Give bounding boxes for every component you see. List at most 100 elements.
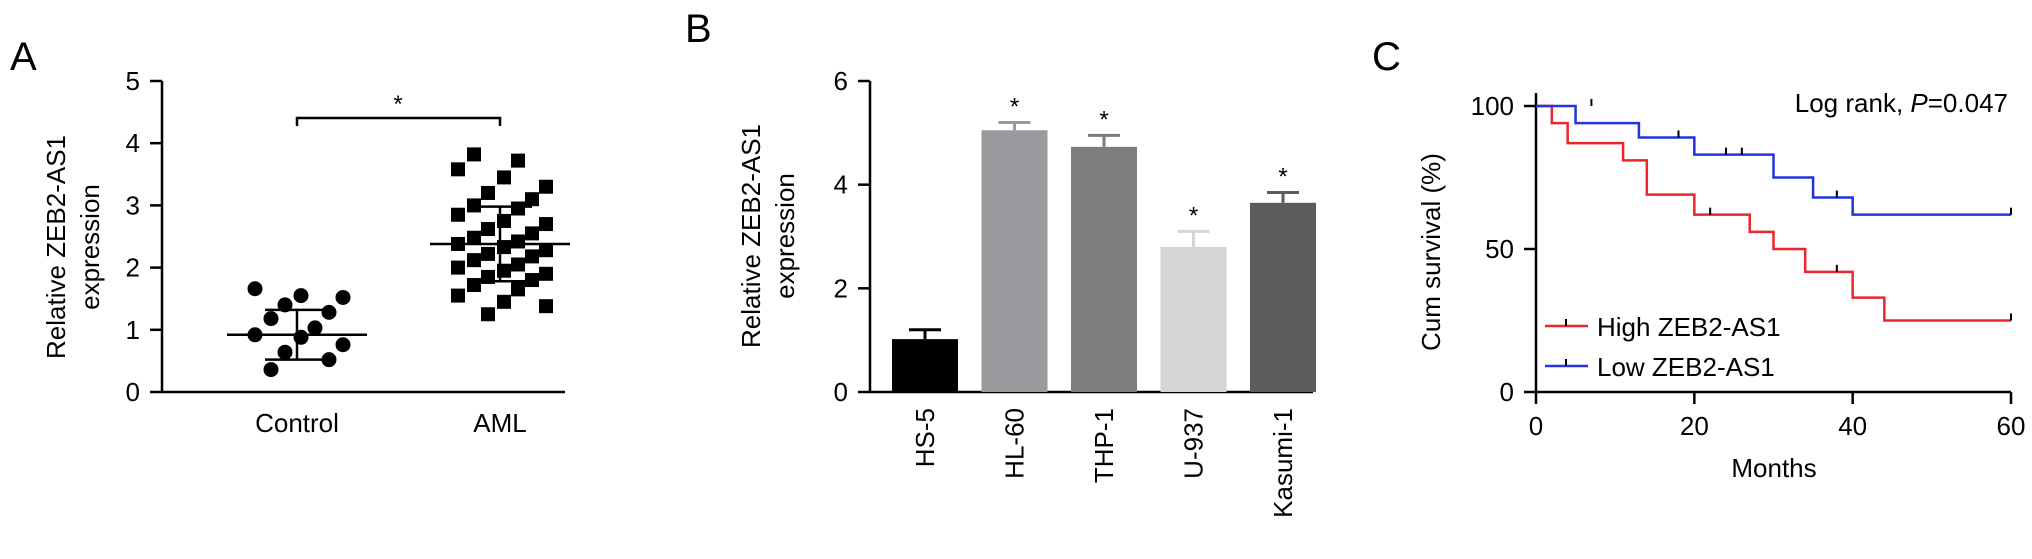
panel-a-aml-point-8 [511, 201, 525, 216]
panel-c-ytick-label-1: 50 [1485, 234, 1514, 264]
panel-a-control-point-10 [277, 344, 293, 360]
panel-a-aml-point-9 [451, 207, 465, 222]
panel-c-curve-high [1536, 104, 2011, 322]
panel-c-legend-label-low: Low ZEB2-AS1 [1597, 352, 1775, 382]
panel-a-ylabel-line2: expression [75, 184, 105, 310]
panel-c-xtick-label-0: 0 [1529, 411, 1543, 441]
panel-c-ylabel: Cum survival (%) [1416, 153, 1446, 351]
panel-a-significance-bracket: * [295, 91, 502, 126]
panel-b-category-hl-60: HL-60 [1000, 408, 1030, 479]
panel-a-ylabel-line1: Relative ZEB2-AS1 [41, 135, 71, 359]
panel-a-aml-point-31 [497, 294, 511, 309]
panel-c-logrank-annotation: Log rank, P=0.047 [1795, 88, 2008, 118]
panel-b-significance-u-937: * [1189, 202, 1198, 229]
panel-a-aml-point-15 [511, 234, 525, 249]
panel-c-legend: High ZEB2-AS1 Low ZEB2-AS1 [1545, 312, 1781, 382]
panel-b-letter: B [685, 7, 712, 51]
panel-a-aml-point-20 [525, 249, 539, 264]
panel-b-category-kasumi-1: Kasumi-1 [1268, 408, 1298, 518]
panel-b-ytick-label-2: 4 [834, 170, 848, 200]
panel-b-bar-thp-1 [1071, 146, 1137, 392]
panel-c-xtick-label-2: 40 [1838, 411, 1867, 441]
panel-a-aml-point-19 [481, 246, 495, 261]
panel-a-points [247, 147, 553, 378]
panel-a-aml-point-5 [481, 185, 495, 200]
panel-a-mean-sd [227, 205, 570, 361]
panel-b-bar-hl-60 [981, 130, 1048, 392]
panel-c-survival-curves [1536, 99, 2012, 322]
panel-b-significance-kasumi-1: * [1278, 163, 1287, 190]
panel-a-control-point-1 [293, 288, 309, 304]
panel-c: C Cum survival (%) 0 50 100 0 20 40 60 Months… [1372, 35, 2025, 483]
panel-a-aml-point-23 [451, 260, 465, 275]
panel-a-ytick-label-3: 3 [126, 190, 140, 220]
panel-a-aml-point-1 [511, 153, 525, 168]
panel-b-ytick-label-3: 6 [834, 66, 848, 96]
panel-a-control-point-12 [263, 362, 279, 378]
panel-a-letter: A [10, 35, 37, 79]
panel-a-control-point-9 [335, 337, 351, 353]
logrank-p-value: =0.047 [1928, 88, 2008, 118]
panel-a-ytick-label-4: 4 [126, 128, 140, 158]
panel-b-category-hs-5: HS-5 [910, 408, 940, 467]
panel-a-category-aml: AML [473, 408, 526, 438]
panel-a-aml-point-4 [539, 179, 553, 194]
panel-b-ytick-label-0: 0 [834, 377, 848, 407]
logrank-prefix: Log rank, [1795, 88, 1911, 118]
panel-b-significance-hl-60: * [1010, 93, 1019, 120]
panel-a-control-point-6 [307, 320, 323, 336]
panel-b-significance-thp-1: * [1099, 106, 1108, 133]
panel-a-aml-point-22 [511, 257, 525, 272]
panel-a-aml-point-18 [539, 243, 553, 258]
panel-a-aml-point-33 [481, 307, 495, 322]
panel-a-aml-point-32 [539, 299, 553, 314]
panel-c-x-ticks: 0 20 40 60 [1529, 392, 2026, 441]
panel-b-ylabel: Relative ZEB2-AS1 expression [736, 124, 800, 348]
panel-a-ytick-label-0: 0 [126, 377, 140, 407]
panel-a-bracket-line [295, 116, 502, 126]
panel-a-aml-point-14 [467, 230, 481, 245]
panel-a-control-point-5 [263, 311, 279, 327]
panel-a-aml-point-25 [539, 266, 553, 281]
panel-a-aml-point-11 [539, 217, 553, 232]
panel-b-bar-hs-5 [892, 339, 958, 392]
panel-c-xlabel: Months [1731, 453, 1816, 483]
panel-a-aml-point-2 [451, 162, 465, 177]
panel-b-category-thp-1: THP-1 [1089, 408, 1119, 483]
panel-b-ytick-label-1: 2 [834, 273, 848, 303]
panel-a-y-ticks: 0 1 2 3 4 5 [126, 66, 162, 407]
panel-a-aml-point-29 [511, 282, 525, 297]
panel-b-bar-u-937 [1160, 246, 1227, 392]
panel-c-y-ticks: 0 50 100 [1471, 91, 1536, 407]
panel-a-control-point-2 [335, 289, 351, 305]
panel-b-category-u-937: U-937 [1179, 408, 1209, 479]
panel-a-aml-point-0 [467, 147, 481, 162]
panel-a-ytick-label-2: 2 [126, 253, 140, 283]
panel-a-ylabel: Relative ZEB2-AS1 expression [41, 135, 105, 359]
panel-c-ytick-label-2: 100 [1471, 91, 1514, 121]
panel-a-aml-point-6 [525, 192, 539, 207]
panel-a-category-control: Control [255, 408, 339, 438]
panel-c-letter: C [1372, 35, 1401, 79]
panel-b-ylabel-line2: expression [770, 173, 800, 299]
panel-a-ytick-label-1: 1 [126, 315, 140, 345]
panel-b-bar-kasumi-1 [1250, 202, 1316, 392]
panel-c-xtick-label-1: 20 [1680, 411, 1709, 441]
panel-c-legend-label-high: High ZEB2-AS1 [1597, 312, 1781, 342]
panel-c-xtick-label-3: 60 [1997, 411, 2026, 441]
panel-c-curve-low [1536, 104, 2011, 216]
panel-a-aml-point-13 [525, 226, 539, 241]
logrank-p-symbol: P [1910, 88, 1928, 118]
panel-a-significance-star: * [393, 91, 402, 118]
panel-a-aml-point-21 [467, 253, 481, 268]
panel-a-control-point-4 [321, 304, 337, 320]
panel-a-aml-point-3 [497, 170, 511, 185]
panel-b-ylabel-line1: Relative ZEB2-AS1 [736, 124, 766, 348]
panel-b-bars: HS-5 * HL-60 * THP-1 * U-937 * Kasumi-1 [892, 93, 1316, 518]
panel-a-aml-point-12 [481, 222, 495, 237]
panel-b: B Relative ZEB2-AS1 expression 0 2 4 6 HS-5… [685, 7, 1316, 518]
panel-a-aml-point-30 [451, 288, 465, 303]
panel-c-ytick-label-0: 0 [1500, 377, 1514, 407]
